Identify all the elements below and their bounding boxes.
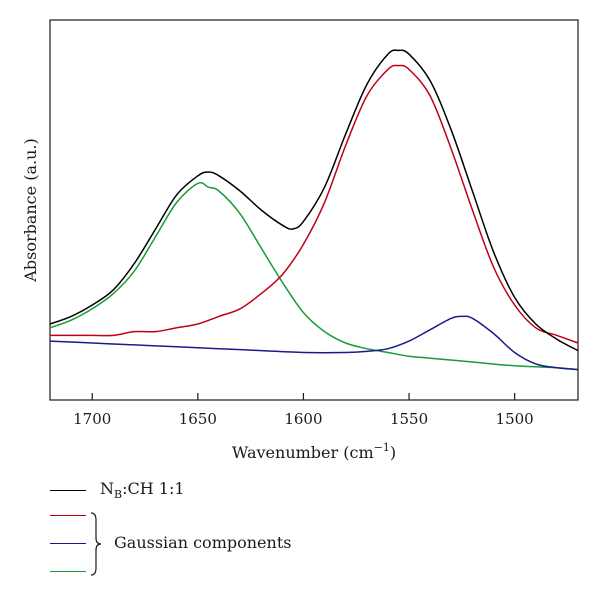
x-axis-label: Wavenumber (cm−1) xyxy=(232,441,396,462)
y-axis-label: Absorbance (a.u.) xyxy=(21,138,40,282)
series-line-red xyxy=(49,64,579,344)
series-layer xyxy=(49,49,579,371)
legend-label-main: NB:CH 1:1 xyxy=(100,478,185,502)
legend-item-blue xyxy=(50,533,86,553)
legend-item-green xyxy=(50,561,86,581)
plot-frame xyxy=(49,19,579,401)
series-line-blue xyxy=(49,315,579,371)
x-tick-label: 1500 xyxy=(496,410,534,428)
x-tick-label: 1600 xyxy=(284,410,322,428)
legend-item-red xyxy=(50,505,86,525)
series-line-black xyxy=(49,49,579,352)
legend-swatch-black xyxy=(50,489,86,491)
legend: NB:CH 1:1 Gaussian components xyxy=(0,470,600,590)
series-line-green xyxy=(49,181,579,371)
legend-swatch-red xyxy=(50,514,86,516)
spectrum-chart: 1700 1650 1600 1550 1500 Absorbance (a.u.) W… xyxy=(21,19,579,462)
x-axis-ticks: 1700 1650 1600 1550 1500 xyxy=(73,393,534,428)
legend-swatch-green xyxy=(50,570,86,572)
x-tick-label: 1700 xyxy=(73,410,111,428)
brace-icon xyxy=(90,512,102,576)
x-tick-label: 1550 xyxy=(390,410,428,428)
x-tick-label: 1650 xyxy=(179,410,217,428)
gaussian-components-label: Gaussian components xyxy=(114,533,292,552)
legend-swatch-blue xyxy=(50,542,86,544)
legend-item-main: NB:CH 1:1 xyxy=(50,478,185,502)
